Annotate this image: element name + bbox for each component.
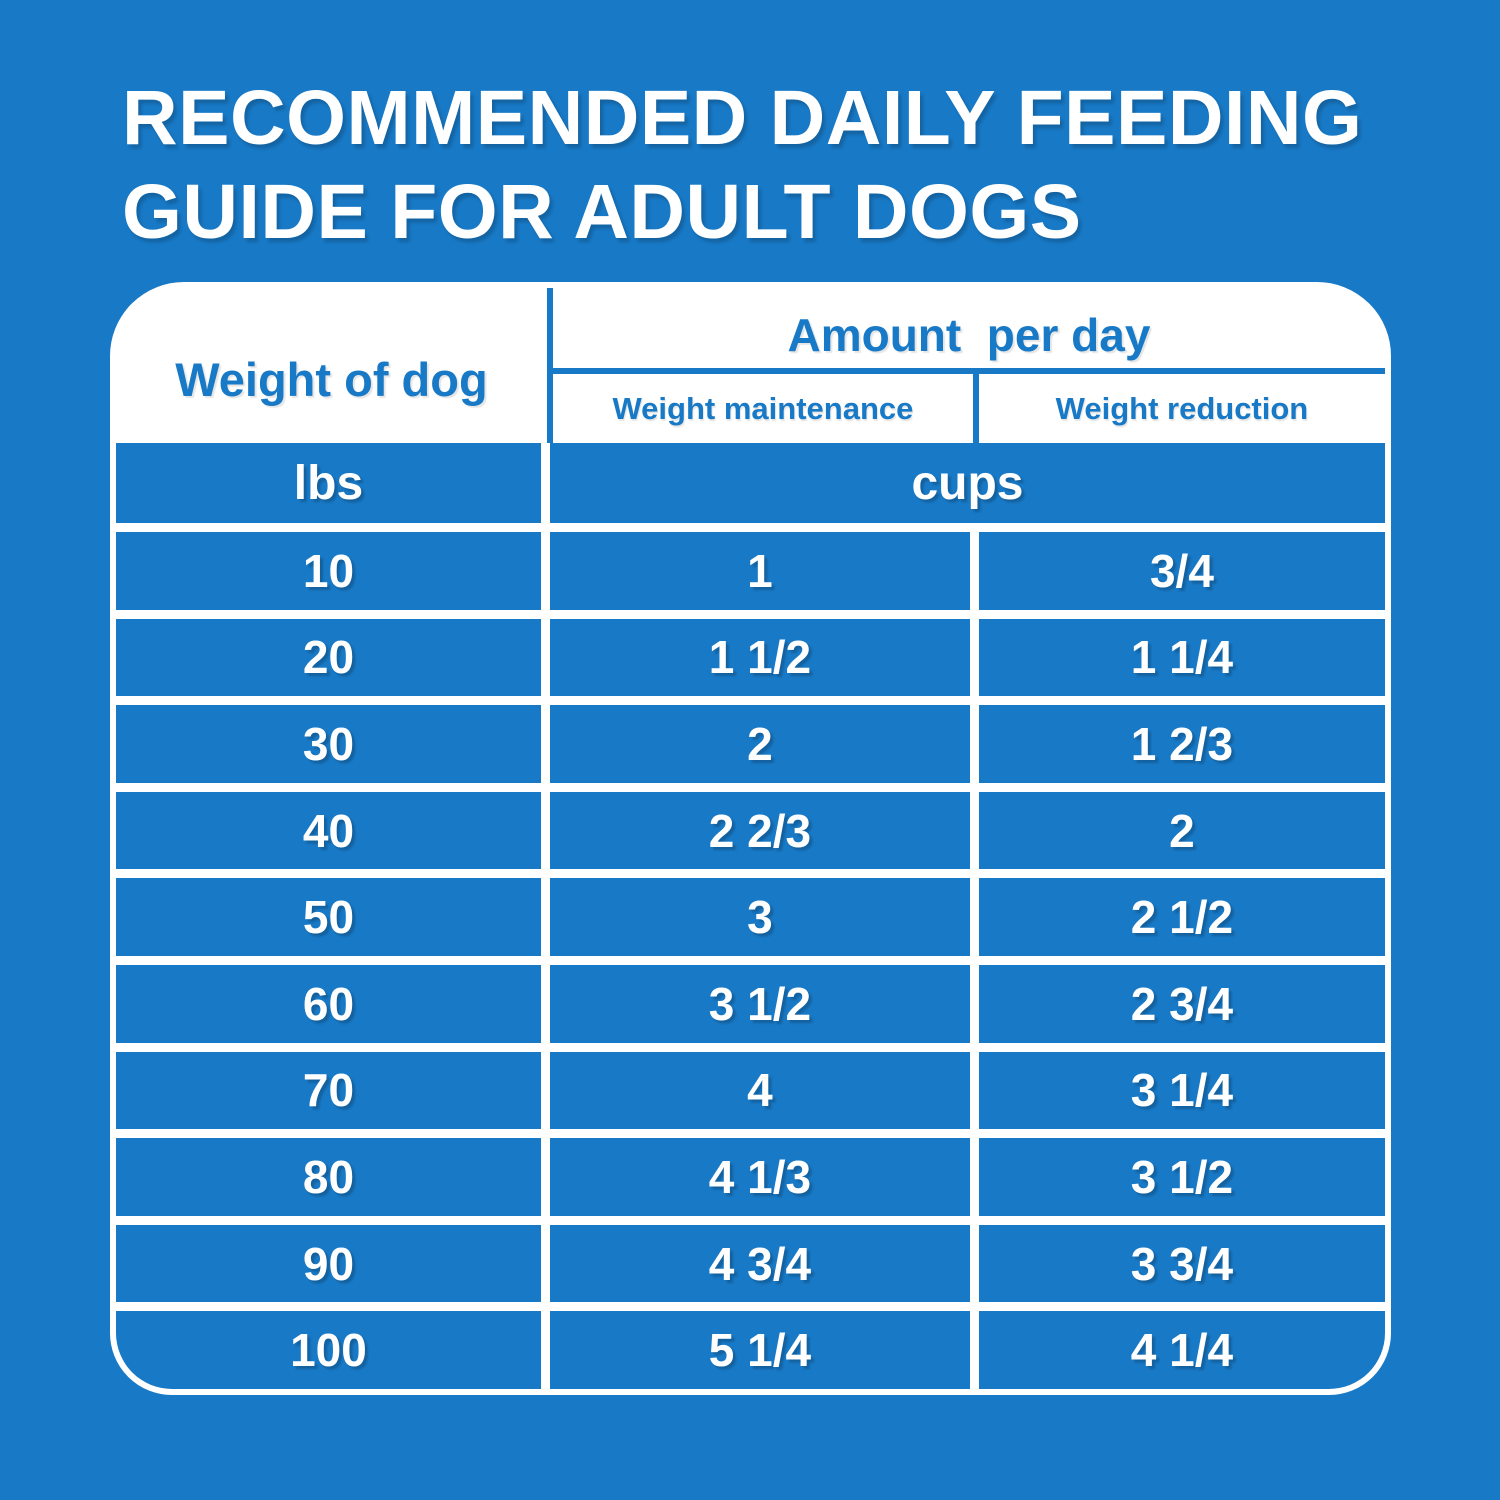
subheader-weight-reduction: Weight reduction bbox=[972, 374, 1385, 443]
reduction-cell: 3 1/2 bbox=[978, 1138, 1385, 1216]
maintenance-cell: 4 bbox=[549, 1051, 970, 1130]
reduction-cell: 2 3/4 bbox=[978, 964, 1385, 1043]
maintenance-cell: 1 1/2 bbox=[549, 618, 970, 697]
weight-cell: 100 bbox=[116, 1311, 541, 1389]
maintenance-cell: 2 2/3 bbox=[549, 791, 970, 870]
page-title-line-2: GUIDE FOR ADULT DOGS bbox=[122, 168, 1082, 255]
header-weight-of-dog: Weight of dog bbox=[175, 353, 488, 406]
units-weight-lbs: lbs bbox=[116, 443, 541, 523]
weight-cell: 40 bbox=[116, 791, 541, 870]
maintenance-cell: 5 1/4 bbox=[549, 1311, 970, 1389]
header-amount-group: Amount per day Weight maintenance Weight… bbox=[546, 288, 1385, 443]
units-amount-cups: cups bbox=[549, 443, 1385, 523]
weight-cell: 80 bbox=[116, 1138, 541, 1216]
header-amount-per-day: Amount per day bbox=[552, 288, 1385, 374]
reduction-cell: 3/4 bbox=[978, 532, 1385, 610]
subheader-row: Weight maintenance Weight reduction bbox=[553, 374, 1385, 443]
maintenance-cell: 3 1/2 bbox=[549, 964, 970, 1043]
maintenance-cell: 1 bbox=[549, 532, 970, 610]
maintenance-cell: 2 bbox=[549, 705, 970, 783]
weight-cell: 10 bbox=[116, 532, 541, 610]
reduction-cell: 2 1/2 bbox=[978, 878, 1385, 956]
reduction-cell: 1 2/3 bbox=[978, 705, 1385, 783]
table-body: lbs cups 10 1 3/4 20 1 1/2 1 1/4 30 2 1 … bbox=[116, 443, 1385, 1389]
reduction-cell: 3 1/4 bbox=[978, 1051, 1385, 1130]
weight-cell: 50 bbox=[116, 878, 541, 956]
reduction-cell: 3 3/4 bbox=[978, 1224, 1385, 1303]
reduction-cell: 2 bbox=[978, 791, 1385, 870]
page-title: RECOMMENDED DAILY FEEDING GUIDE FOR ADUL… bbox=[122, 72, 1362, 260]
maintenance-cell: 4 1/3 bbox=[549, 1138, 970, 1216]
weight-cell: 30 bbox=[116, 705, 541, 783]
maintenance-cell: 4 3/4 bbox=[549, 1224, 970, 1303]
weight-cell: 70 bbox=[116, 1051, 541, 1130]
maintenance-cell: 3 bbox=[549, 878, 970, 956]
reduction-cell: 4 1/4 bbox=[978, 1311, 1385, 1389]
reduction-cell: 1 1/4 bbox=[978, 618, 1385, 697]
page-title-line-1: RECOMMENDED DAILY FEEDING bbox=[122, 75, 1363, 161]
weight-cell: 20 bbox=[116, 618, 541, 697]
weight-cell: 90 bbox=[116, 1224, 541, 1303]
subheader-weight-maintenance: Weight maintenance bbox=[612, 390, 914, 426]
table-header: Weight of dog Amount per day Weight main… bbox=[116, 288, 1385, 443]
feeding-guide-table: Weight of dog Amount per day Weight main… bbox=[110, 282, 1391, 1395]
weight-cell: 60 bbox=[116, 964, 541, 1043]
